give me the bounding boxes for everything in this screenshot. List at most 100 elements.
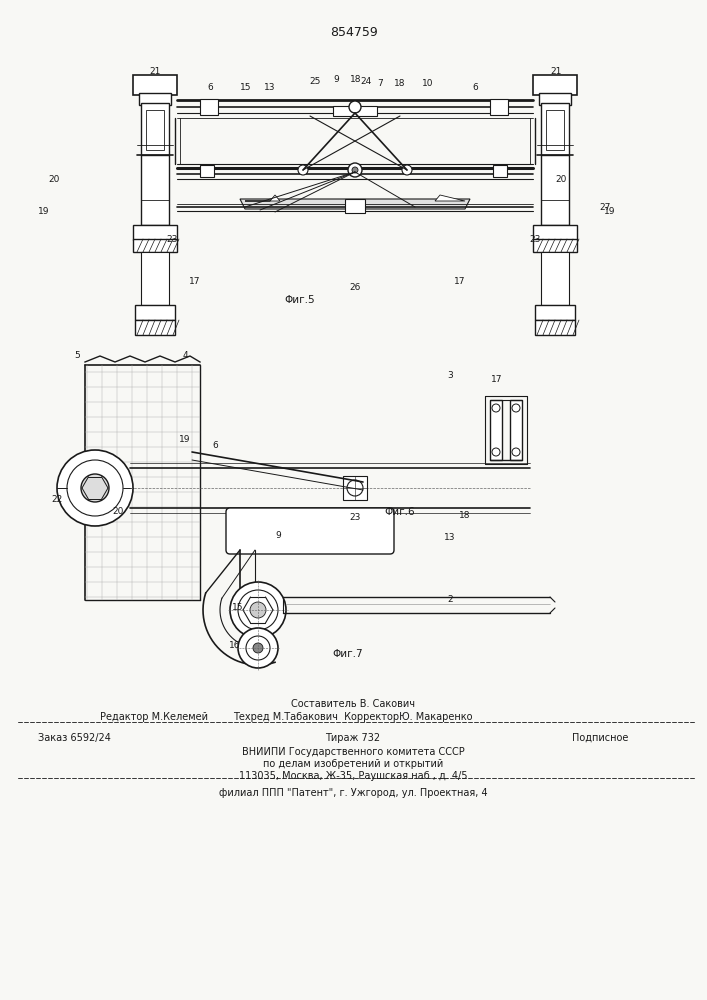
Circle shape	[57, 450, 133, 526]
Bar	[533, 75, 577, 95]
Bar	[539, 93, 571, 105]
Text: филиал ППП "Патент", г. Ужгород, ул. Проектная, 4: филиал ППП "Патент", г. Ужгород, ул. Про…	[218, 788, 487, 798]
Circle shape	[512, 404, 520, 412]
Bar	[141, 252, 169, 305]
Text: 21: 21	[149, 68, 160, 77]
Bar	[141, 103, 169, 155]
Text: 17: 17	[455, 277, 466, 286]
Circle shape	[230, 582, 286, 638]
Text: 9: 9	[275, 530, 281, 540]
Bar	[490, 99, 508, 115]
Text: Тираж 732: Тираж 732	[325, 733, 380, 743]
Circle shape	[238, 590, 278, 630]
Text: Редактор М.Келемей: Редактор М.Келемей	[100, 712, 208, 722]
FancyBboxPatch shape	[226, 508, 394, 554]
Circle shape	[67, 460, 123, 516]
Text: 17: 17	[491, 375, 503, 384]
Bar	[133, 225, 177, 240]
Text: 17: 17	[189, 277, 201, 286]
Text: 7: 7	[377, 80, 383, 89]
Bar	[533, 225, 577, 240]
Bar	[333, 106, 377, 116]
Bar	[135, 320, 175, 335]
Text: 23: 23	[349, 512, 361, 522]
Circle shape	[238, 628, 278, 668]
Bar	[510, 400, 522, 460]
Polygon shape	[240, 199, 470, 209]
Text: 6: 6	[207, 84, 213, 93]
Text: Заказ 6592/24: Заказ 6592/24	[38, 733, 111, 743]
Text: 19: 19	[38, 208, 49, 217]
Text: Подписное: Подписное	[572, 733, 629, 743]
Circle shape	[349, 101, 361, 113]
Text: по делам изобретений и открытий: по делам изобретений и открытий	[263, 759, 443, 769]
Text: 5: 5	[74, 351, 80, 360]
Bar	[200, 165, 214, 177]
Text: 18: 18	[460, 512, 471, 520]
Bar	[200, 99, 218, 115]
Text: 15: 15	[240, 84, 252, 93]
Bar	[133, 75, 177, 95]
Circle shape	[402, 165, 412, 175]
Text: 3: 3	[447, 370, 453, 379]
Bar	[146, 110, 164, 150]
Text: 20: 20	[49, 176, 60, 184]
Text: 13: 13	[264, 84, 276, 93]
Text: 27: 27	[600, 202, 611, 212]
Text: 2: 2	[448, 595, 452, 604]
Circle shape	[352, 167, 358, 173]
Circle shape	[298, 165, 308, 175]
Bar	[141, 155, 169, 225]
Polygon shape	[245, 195, 280, 201]
Circle shape	[492, 448, 500, 456]
Text: 20: 20	[555, 176, 566, 184]
Text: 6: 6	[212, 440, 218, 450]
Bar	[541, 252, 569, 305]
Circle shape	[250, 602, 266, 618]
Bar	[133, 239, 177, 252]
Bar	[546, 110, 564, 150]
Text: 18: 18	[395, 80, 406, 89]
Circle shape	[253, 643, 263, 653]
Bar	[541, 155, 569, 225]
Text: 9: 9	[333, 76, 339, 85]
Text: 18: 18	[350, 76, 361, 85]
Text: 10: 10	[422, 80, 434, 89]
Text: 6: 6	[472, 84, 478, 93]
Bar	[493, 165, 507, 177]
Text: Φиг.5: Φиг.5	[285, 295, 315, 305]
Text: 20: 20	[112, 508, 124, 516]
Bar	[343, 476, 367, 500]
Text: 15: 15	[233, 603, 244, 612]
Text: 26: 26	[349, 284, 361, 292]
Text: 23: 23	[530, 235, 541, 244]
Text: 13: 13	[444, 534, 456, 542]
Bar	[535, 305, 575, 320]
Bar	[490, 400, 502, 460]
Text: 23: 23	[166, 235, 177, 244]
Text: Φиг.7: Φиг.7	[333, 649, 363, 659]
Circle shape	[348, 163, 362, 177]
Bar	[541, 103, 569, 155]
Text: ВНИИПИ Государственного комитета СССР: ВНИИПИ Государственного комитета СССР	[242, 747, 464, 757]
Text: 19: 19	[180, 436, 191, 444]
Circle shape	[246, 636, 270, 660]
Text: 854759: 854759	[330, 25, 378, 38]
Text: 4: 4	[182, 351, 188, 360]
Text: 25: 25	[309, 78, 321, 87]
Circle shape	[347, 480, 363, 496]
Bar	[535, 320, 575, 335]
Text: 22: 22	[52, 495, 63, 504]
Circle shape	[492, 404, 500, 412]
Text: Техред М.Табакович  КорректорЮ. Макаренко: Техред М.Табакович КорректорЮ. Макаренко	[233, 712, 473, 722]
Bar	[345, 199, 365, 213]
Bar	[139, 93, 171, 105]
Bar	[135, 305, 175, 320]
Circle shape	[512, 448, 520, 456]
Polygon shape	[435, 195, 465, 201]
Text: 16: 16	[229, 642, 241, 650]
Circle shape	[81, 474, 109, 502]
Text: Составитель В. Сакович: Составитель В. Сакович	[291, 699, 415, 709]
Bar	[533, 239, 577, 252]
Text: 21: 21	[550, 68, 561, 77]
